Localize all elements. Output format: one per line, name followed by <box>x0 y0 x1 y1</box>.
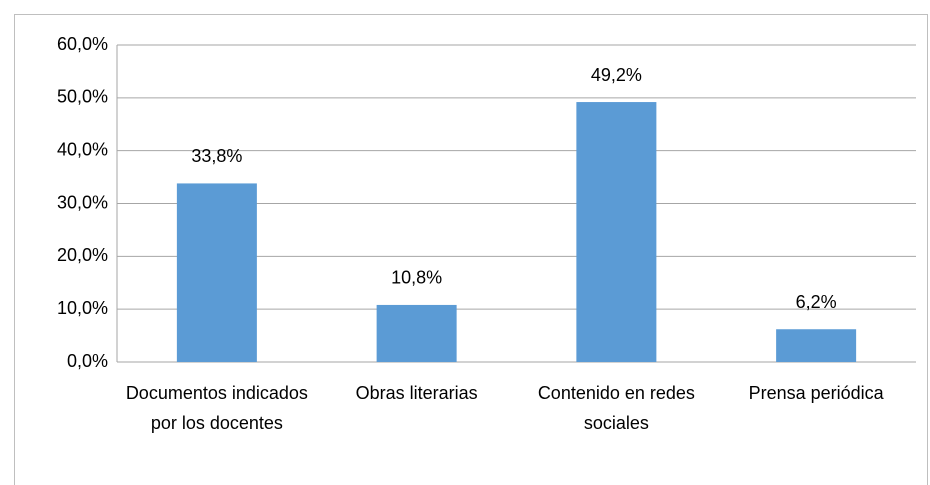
data-label: 6,2% <box>796 292 837 312</box>
x-tick-label: Documentos indicados por los docentes <box>125 383 308 433</box>
data-label: 49,2% <box>591 65 642 85</box>
x-tick-label: Obras literarias <box>355 383 478 403</box>
y-tick-label: 50,0% <box>57 87 108 107</box>
bar <box>376 304 457 362</box>
data-label: 10,8% <box>391 268 442 288</box>
data-label: 33,8% <box>191 146 242 166</box>
chart-frame <box>14 14 928 485</box>
bar <box>176 183 257 362</box>
y-tick-label: 30,0% <box>57 192 108 212</box>
x-tick-label: Prensa periódica <box>748 383 884 403</box>
x-tick-label: Contenido en redes sociales <box>537 383 695 433</box>
y-tick-label: 60,0% <box>57 34 108 54</box>
y-tick-label: 0,0% <box>67 351 108 371</box>
y-tick-label: 20,0% <box>57 245 108 265</box>
bar <box>776 329 857 362</box>
y-tick-label: 10,0% <box>57 298 108 318</box>
y-tick-label: 40,0% <box>57 139 108 159</box>
bar <box>576 102 657 362</box>
